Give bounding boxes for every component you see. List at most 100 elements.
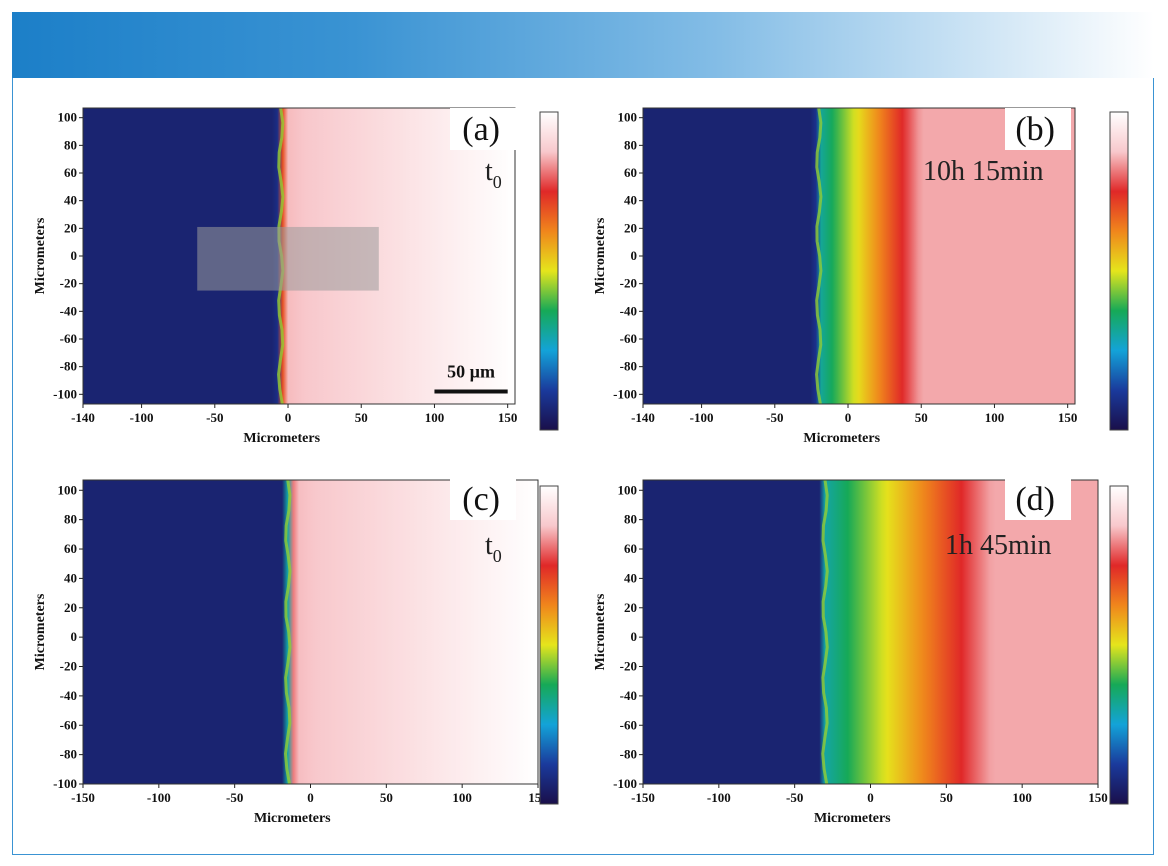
panel-label: (a) <box>462 111 500 148</box>
x-tick-label: 50 <box>380 790 393 805</box>
time-label: 1h 45min <box>945 530 1052 561</box>
y-tick-label: 60 <box>64 165 77 180</box>
x-tick-label: -100 <box>707 790 731 805</box>
y-tick-label: -20 <box>60 659 77 674</box>
panel-label-bg <box>1005 108 1071 150</box>
y-axis-label: Micrometers <box>33 217 48 294</box>
x-tick-label: -50 <box>226 790 243 805</box>
y-tick-label: -60 <box>620 331 637 346</box>
colorbar <box>539 485 559 805</box>
y-tick-label: -100 <box>613 386 637 401</box>
colorbar <box>539 111 559 431</box>
x-tick-label: -100 <box>130 410 154 425</box>
y-tick-label: 20 <box>64 220 77 235</box>
y-tick-label: 80 <box>624 512 637 527</box>
y-tick-label: 60 <box>64 541 77 556</box>
x-tick-label: 100 <box>452 790 472 805</box>
x-tick-label: 0 <box>285 410 292 425</box>
x-tick-label: -50 <box>206 410 223 425</box>
y-tick-label: 60 <box>624 541 637 556</box>
x-tick-label: 100 <box>985 410 1005 425</box>
y-tick-label: -100 <box>613 776 637 791</box>
time-subscript: 0 <box>493 172 502 192</box>
x-tick-label: 0 <box>845 410 852 425</box>
heatmap-field <box>643 108 1075 404</box>
time-subscript: 0 <box>493 546 502 566</box>
x-tick-label: 0 <box>867 790 874 805</box>
y-tick-label: 100 <box>58 482 78 497</box>
colorbar <box>1109 485 1129 805</box>
diffusion-front-line <box>815 107 823 405</box>
x-tick-label: 150 <box>1058 410 1078 425</box>
x-tick-label: -140 <box>71 410 95 425</box>
y-axis-label: Micrometers <box>593 217 608 294</box>
x-axis-label: Micrometers <box>814 811 891 826</box>
y-tick-label: 0 <box>71 629 78 644</box>
y-tick-label: 0 <box>631 629 638 644</box>
y-tick-label: 40 <box>64 193 77 208</box>
y-tick-label: -60 <box>60 717 77 732</box>
x-tick-label: -100 <box>690 410 714 425</box>
x-axis-label: Micrometers <box>803 431 880 446</box>
y-tick-label: 0 <box>631 248 638 263</box>
heatmap-field <box>643 480 1098 784</box>
x-tick-label: 0 <box>307 790 314 805</box>
y-tick-label: 20 <box>64 600 77 615</box>
y-tick-label: 0 <box>71 248 78 263</box>
panel-label-bg <box>1005 478 1071 520</box>
y-axis-label: Micrometers <box>33 593 48 670</box>
y-tick-label: -40 <box>620 303 637 318</box>
y-tick-label: 40 <box>624 570 637 585</box>
y-tick-label: -100 <box>53 776 77 791</box>
y-tick-label: -100 <box>53 386 77 401</box>
scale-bar-label: 50 µm <box>447 362 495 382</box>
y-tick-label: 40 <box>624 193 637 208</box>
panel-label: (c) <box>462 481 500 518</box>
y-tick-label: 100 <box>618 482 638 497</box>
heatmap-panel-b: 100 80 60 40 20 0 -20 -40 -60 -80 -100 -140 -100 -50 0… <box>593 107 1129 446</box>
y-tick-label: 80 <box>64 137 77 152</box>
diffusion-front-line <box>821 479 829 785</box>
y-tick-label: 40 <box>64 570 77 585</box>
x-tick-label: 50 <box>940 790 953 805</box>
x-tick-label: 50 <box>355 410 368 425</box>
y-tick-label: 100 <box>58 110 78 125</box>
time-label: 10h 15min <box>923 156 1044 187</box>
y-tick-label: -20 <box>620 659 637 674</box>
panel-label-bg <box>450 478 516 520</box>
x-tick-label: 50 <box>915 410 928 425</box>
selection-box <box>197 226 379 291</box>
y-tick-label: -80 <box>60 747 77 762</box>
y-tick-label: -40 <box>60 303 77 318</box>
y-tick-label: -60 <box>60 331 77 346</box>
panel-label: (d) <box>1015 481 1055 518</box>
colorbar <box>1109 111 1129 431</box>
y-tick-label: 20 <box>624 600 637 615</box>
diffusion-front-line <box>283 479 292 785</box>
y-tick-label: -80 <box>620 747 637 762</box>
y-tick-label: -60 <box>620 717 637 732</box>
y-tick-label: 100 <box>618 110 638 125</box>
y-tick-label: 20 <box>624 220 637 235</box>
y-tick-label: 60 <box>624 165 637 180</box>
x-tick-label: -100 <box>147 790 171 805</box>
y-tick-label: -80 <box>620 359 637 374</box>
x-tick-label: -140 <box>631 410 655 425</box>
y-tick-label: -80 <box>60 359 77 374</box>
x-axis-label: Micrometers <box>254 811 331 826</box>
y-tick-label: 80 <box>64 512 77 527</box>
y-axis-label: Micrometers <box>593 593 608 670</box>
header-banner <box>12 12 1154 78</box>
x-tick-label: -50 <box>766 410 783 425</box>
heatmap-panel-a: 100 80 60 40 20 0 -20 -40 -60 -80 -100 -140 -100 -50 0… <box>33 107 559 446</box>
x-tick-label: 100 <box>425 410 445 425</box>
panel-label: (b) <box>1015 111 1055 148</box>
y-tick-label: -40 <box>60 688 77 703</box>
x-tick-label: 100 <box>1012 790 1032 805</box>
x-tick-label: -150 <box>71 790 95 805</box>
y-tick-label: -20 <box>620 276 637 291</box>
panel-label-bg <box>450 108 516 150</box>
x-axis-label: Micrometers <box>243 431 320 446</box>
